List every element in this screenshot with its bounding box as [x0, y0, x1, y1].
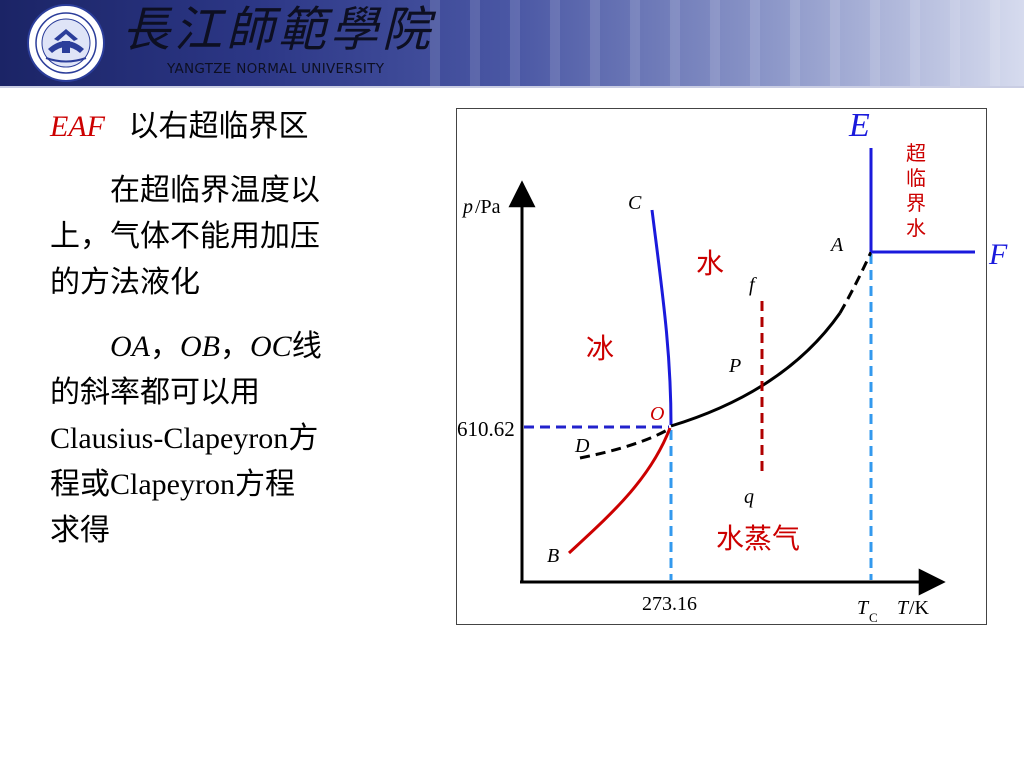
- x-axis-label-unit: /K: [909, 597, 930, 619]
- curve-oa-dashed-end: [838, 251, 873, 314]
- para1-line1: 在超临界温度以: [110, 173, 320, 208]
- x-tick-27316: 273.16: [642, 593, 697, 615]
- curve-oc-melting: [650, 209, 673, 426]
- school-name-cn: 長江師範學院: [122, 2, 435, 58]
- para2-line5: 求得: [50, 513, 110, 548]
- para2-oa: OA: [110, 330, 150, 363]
- point-O: O: [650, 403, 664, 425]
- para2-line1-end: 线: [291, 329, 322, 364]
- para2-ob: OB: [180, 330, 220, 363]
- university-seal-icon: [27, 4, 105, 82]
- region-supercritical-1: 超: [906, 142, 926, 165]
- point-E: E: [848, 107, 870, 144]
- region-supercritical-4: 水: [906, 217, 926, 240]
- point-P: P: [728, 355, 741, 377]
- phase-diagram-frame: [456, 108, 987, 625]
- para2-sep2: ，: [220, 329, 250, 364]
- para2-line4-latin: Clapeyron: [110, 468, 235, 501]
- para1-line2: 上，气体不能用加压: [50, 219, 320, 254]
- point-f: f: [749, 274, 757, 296]
- x-axis-label-T: T: [897, 597, 910, 619]
- para2-line3-cn: 方: [288, 421, 319, 456]
- region-ice: 冰: [586, 333, 614, 365]
- para2-line1: OA，OB，OC线: [50, 324, 410, 370]
- para2-oc: OC: [250, 330, 292, 363]
- para2-line3: Clausius-Clapeyron方: [50, 416, 410, 462]
- region-supercritical-3: 界: [906, 193, 926, 215]
- para2-line4-cn2: 方程: [234, 467, 295, 502]
- para1-line3: 的方法液化: [50, 265, 200, 300]
- explanation-text: EAF 以右超临界区 在超临界温度以 上，气体不能用加压 的方法液化 OA，OB…: [50, 104, 410, 554]
- tc-label-sub: C: [869, 610, 878, 625]
- para2-line4: 程或Clapeyron方程: [50, 462, 410, 508]
- point-F: F: [988, 238, 1008, 271]
- curve-od-supercooled: [579, 427, 670, 460]
- y-axis-label-unit: /Pa: [475, 196, 501, 218]
- eaf-desc: 以右超临界区: [128, 109, 309, 144]
- point-q: q: [744, 486, 754, 508]
- y-tick-61062: 610.62: [457, 417, 515, 441]
- eaf-label: EAF: [50, 110, 105, 143]
- header-banner: 長江師範學院 YANGTZE NORMAL UNIVERSITY: [0, 0, 1024, 86]
- para2-line3-latin: Clausius-Clapeyron: [50, 422, 289, 455]
- eaf-heading: EAF 以右超临界区: [50, 104, 410, 150]
- curve-ob-sublimation: [567, 427, 672, 555]
- curve-oa-vaporization: [670, 312, 842, 428]
- y-axis-label-p: p: [461, 196, 473, 218]
- region-water: 水: [696, 248, 724, 280]
- para2-sep1: ，: [150, 329, 180, 364]
- region-supercritical-2: 临: [906, 167, 926, 190]
- header-stripes: [430, 0, 1000, 86]
- para2-line2: 的斜率都可以用: [50, 375, 260, 410]
- region-vapor: 水蒸气: [716, 523, 800, 555]
- para2-line4-cn1: 程或: [50, 467, 110, 502]
- header-divider: [0, 86, 1024, 88]
- point-C: C: [628, 192, 642, 214]
- school-name-en: YANGTZE NORMAL UNIVERSITY: [167, 61, 385, 77]
- point-D: D: [574, 435, 590, 457]
- point-A: A: [829, 234, 844, 256]
- tc-label-T: T: [857, 597, 870, 619]
- point-B: B: [547, 545, 559, 567]
